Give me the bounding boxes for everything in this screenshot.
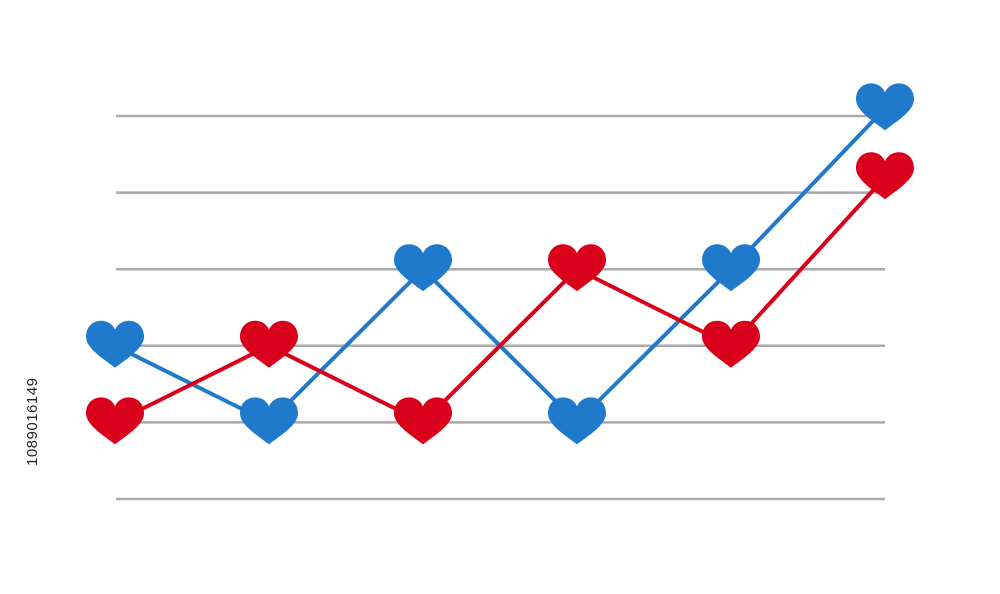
- heart-icon: [86, 397, 144, 445]
- heart-icon: [394, 397, 452, 445]
- series-line: [114, 106, 887, 425]
- series-lines: [114, 106, 887, 425]
- gridlines: [116, 114, 885, 501]
- heart-icon: [856, 83, 914, 131]
- heart-icon: [394, 244, 452, 292]
- heart-icon: [702, 244, 760, 292]
- heart-icon: [702, 320, 760, 368]
- heart-icon: [86, 320, 144, 368]
- heart-icon: [856, 152, 914, 200]
- heart-icon: [240, 320, 298, 368]
- series-line: [114, 175, 887, 425]
- heart-icon: [548, 397, 606, 445]
- series-markers: [86, 83, 914, 445]
- heart-icon: [548, 244, 606, 292]
- stock-id-text: 1089016149: [24, 377, 41, 466]
- heart-icon: [240, 397, 298, 445]
